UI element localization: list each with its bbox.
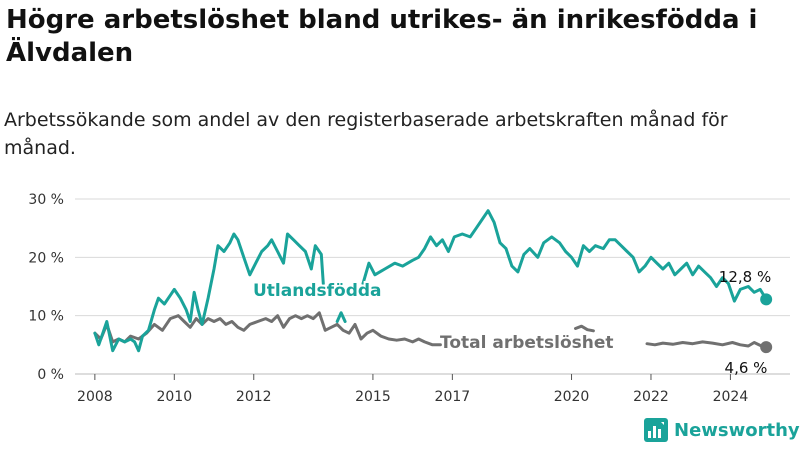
y-tick-label: 30 % bbox=[28, 192, 64, 208]
x-tick-label: 2017 bbox=[435, 389, 471, 405]
utlandsfodda-series-line bbox=[335, 311, 347, 323]
total-end-point bbox=[760, 341, 773, 354]
y-axis: 0 % 10 % 20 % 30 % bbox=[28, 192, 64, 383]
chart-title: Högre arbetslöshet bland utrikes- än inr… bbox=[6, 5, 758, 68]
x-tick-label: 2012 bbox=[236, 389, 272, 405]
line-chart: 0 % 10 % 20 % 30 % 2008 2010 2012 2015 2017 2020… bbox=[28, 192, 790, 405]
utlandsfodda-series-line bbox=[361, 209, 768, 303]
y-tick-label: 0 % bbox=[37, 367, 64, 383]
chart-subtitle: Arbetssökande som andel av den registerb… bbox=[4, 109, 728, 159]
logo-text: Newsworthy bbox=[674, 419, 800, 441]
series-lines bbox=[93, 209, 773, 354]
x-tick-label: 2015 bbox=[355, 389, 391, 405]
total-series-line bbox=[574, 324, 595, 333]
utlandsfodda-end-point bbox=[760, 293, 773, 306]
total-series-line bbox=[645, 340, 768, 349]
total-series-line bbox=[93, 311, 442, 347]
x-axis: 2008 2010 2012 2015 2017 2020 2022 2024 bbox=[77, 374, 748, 405]
total-end-value-label: 4,6 % bbox=[725, 359, 768, 377]
utlandsfodda-series-label: Utlandsfödda bbox=[253, 281, 382, 301]
x-tick-label: 2022 bbox=[633, 389, 669, 405]
bar-chart-logo-icon bbox=[644, 418, 668, 442]
y-tick-label: 10 % bbox=[28, 309, 64, 325]
x-tick-label: 2024 bbox=[713, 389, 749, 405]
utlandsfodda-end-value-label: 12,8 % bbox=[719, 268, 771, 286]
x-tick-label: 2010 bbox=[156, 389, 192, 405]
x-tick-label: 2020 bbox=[554, 389, 590, 405]
total-series-label: Total arbetslöshet bbox=[440, 333, 614, 353]
series-labels: Utlandsfödda Total arbetslöshet 12,8 % 4… bbox=[251, 268, 771, 377]
newsworthy-logo: Newsworthy bbox=[644, 418, 800, 442]
grid-lines bbox=[75, 198, 790, 375]
utlandsfodda-series-line bbox=[93, 232, 325, 353]
x-tick-label: 2008 bbox=[77, 389, 113, 405]
y-tick-label: 20 % bbox=[28, 250, 64, 266]
